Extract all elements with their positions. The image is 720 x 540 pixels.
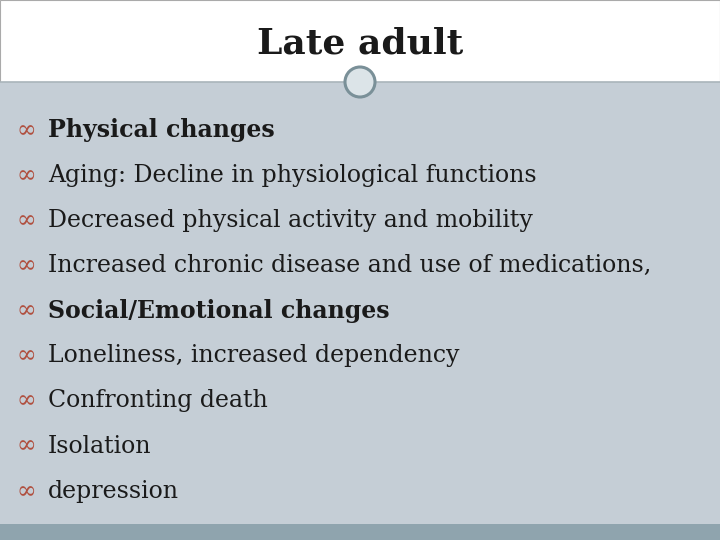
Text: Isolation: Isolation [48, 435, 151, 457]
Text: ∞: ∞ [16, 254, 36, 277]
Text: ∞: ∞ [16, 480, 36, 503]
Text: Decreased physical activity and mobility: Decreased physical activity and mobility [48, 209, 533, 232]
Circle shape [345, 67, 375, 97]
Text: Physical changes: Physical changes [48, 118, 275, 143]
Text: ∞: ∞ [16, 435, 36, 457]
Text: ∞: ∞ [16, 389, 36, 413]
Text: Confronting death: Confronting death [48, 389, 268, 413]
FancyBboxPatch shape [0, 82, 720, 524]
Text: ∞: ∞ [16, 209, 36, 232]
Text: Late adult: Late adult [257, 26, 463, 60]
FancyBboxPatch shape [0, 524, 720, 540]
Text: ∞: ∞ [16, 299, 36, 322]
Text: depression: depression [48, 480, 179, 503]
Text: ∞: ∞ [16, 119, 36, 142]
FancyBboxPatch shape [0, 0, 720, 82]
Text: Social/Emotional changes: Social/Emotional changes [48, 299, 390, 323]
Text: Loneliness, increased dependency: Loneliness, increased dependency [48, 345, 459, 367]
Text: Aging: Decline in physiological functions: Aging: Decline in physiological function… [48, 164, 536, 187]
Text: ∞: ∞ [16, 345, 36, 367]
Text: Increased chronic disease and use of medications,: Increased chronic disease and use of med… [48, 254, 652, 277]
Text: ∞: ∞ [16, 164, 36, 187]
